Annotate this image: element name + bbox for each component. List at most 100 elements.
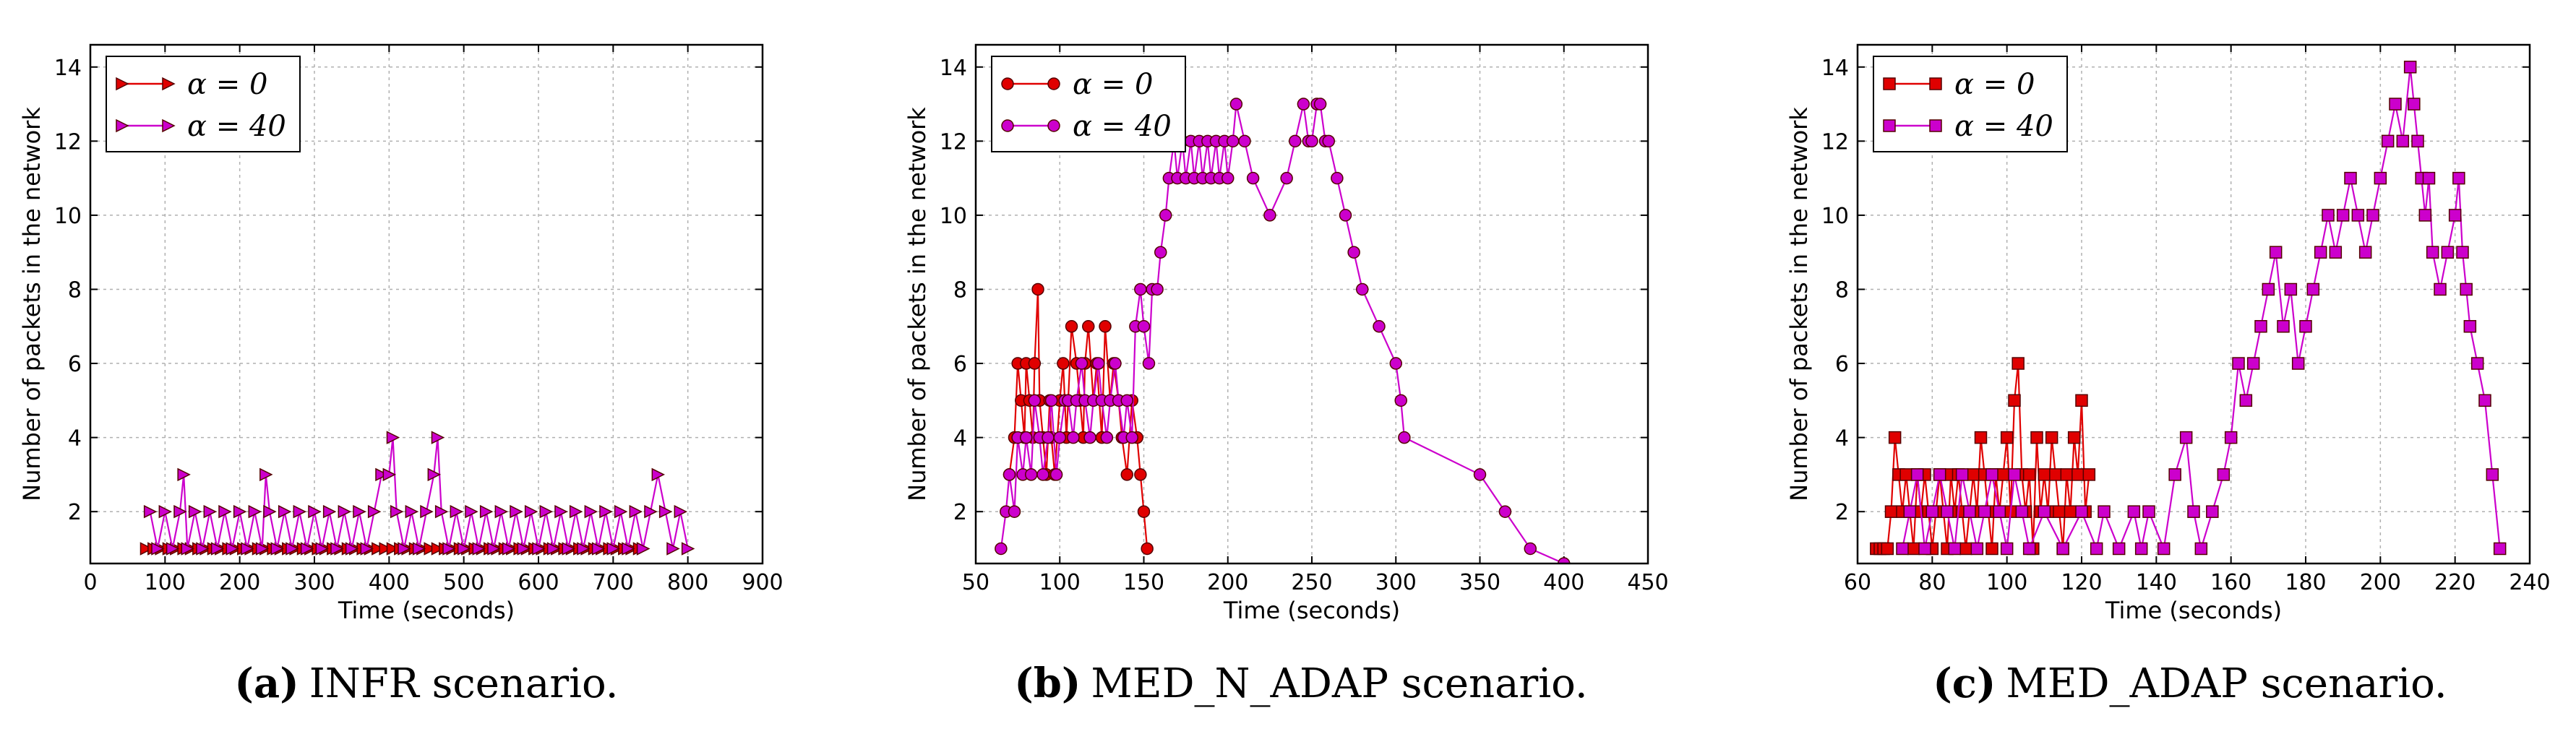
data-point-1 [1263, 209, 1276, 222]
data-point-0 [2049, 468, 2062, 481]
data-point-1 [2168, 468, 2181, 481]
x-tick-label: 160 [2210, 570, 2251, 595]
data-point-1 [218, 504, 232, 519]
data-point-0 [2045, 431, 2058, 444]
data-point-1 [606, 542, 621, 556]
y-tick-label: 2 [953, 500, 967, 525]
x-tick-label: 120 [2061, 570, 2102, 595]
y-tick-label: 12 [54, 129, 82, 155]
series-group [139, 431, 695, 556]
data-point-1 [158, 504, 173, 519]
data-point-1 [636, 542, 651, 556]
data-point-1 [1993, 505, 2006, 518]
data-point-1 [1297, 98, 1310, 111]
data-point-1 [1280, 171, 1293, 185]
legend-label-1: α = 40 [1073, 110, 1172, 143]
legend-marker-0 [116, 77, 129, 91]
legend-marker-1 [1001, 119, 1014, 132]
panel-caption: (c) MED_ADAP scenario. [1933, 660, 2447, 707]
series-line-0 [1008, 289, 1149, 549]
data-point-1 [2306, 282, 2320, 296]
data-point-0 [431, 542, 445, 556]
data-point-1 [315, 542, 330, 556]
data-point-1 [1910, 468, 1924, 481]
data-point-1 [2277, 320, 2290, 333]
data-point-1 [2022, 542, 2036, 556]
data-point-1 [1331, 171, 1344, 185]
data-point-1 [2299, 320, 2312, 333]
data-point-1 [263, 504, 277, 519]
data-point-1 [1246, 171, 1260, 185]
data-point-1 [300, 542, 314, 556]
data-point-1 [2000, 542, 2014, 556]
data-point-1 [1941, 505, 1954, 518]
data-point-1 [367, 504, 382, 519]
data-point-1 [2460, 282, 2473, 296]
data-point-1 [338, 504, 352, 519]
data-point-1 [2224, 431, 2238, 444]
x-tick-label: 300 [1375, 570, 1417, 595]
data-point-1 [1024, 468, 1038, 481]
y-axis-label: Number of packets in the network [903, 107, 931, 501]
legend-box [106, 56, 301, 152]
data-point-1 [442, 542, 456, 556]
legend-marker-1 [1883, 119, 1896, 132]
data-point-1 [2463, 320, 2477, 333]
data-point-1 [1524, 542, 1537, 556]
data-point-1 [539, 504, 554, 519]
data-point-0 [2000, 431, 2014, 444]
data-point-1 [1339, 209, 1352, 222]
data-point-1 [2127, 505, 2141, 518]
data-point-1 [1289, 134, 1302, 148]
x-tick-label: 450 [1627, 570, 1668, 595]
data-point-1 [382, 467, 397, 482]
x-tick-label: 400 [369, 570, 410, 595]
data-point-1 [562, 542, 576, 556]
data-point-1 [293, 504, 307, 519]
x-axis-label: Time (seconds) [1223, 597, 1400, 624]
data-point-1 [431, 431, 445, 444]
data-point-1 [546, 542, 561, 556]
data-point-0 [1031, 282, 1044, 296]
data-point-1 [2038, 505, 2051, 518]
data-point-1 [210, 542, 225, 556]
data-point-1 [1142, 357, 1156, 370]
legend-label-1: α = 40 [187, 110, 286, 143]
data-point-1 [569, 504, 583, 519]
data-point-1 [330, 542, 344, 556]
data-point-0 [2060, 468, 2074, 481]
series-line-1 [1901, 66, 2501, 552]
data-point-0 [386, 542, 400, 556]
legend-label-1: α = 40 [1954, 110, 2053, 143]
data-point-1 [614, 504, 628, 519]
data-point-0 [1057, 357, 1070, 370]
data-point-1 [2358, 246, 2372, 259]
y-tick-label: 10 [1821, 204, 1849, 229]
data-point-0 [2067, 431, 2081, 444]
caption-letter: (b) [1014, 660, 1081, 707]
data-point-1 [2015, 505, 2029, 518]
data-point-1 [278, 504, 292, 519]
series-line-0 [1876, 363, 2090, 550]
x-tick-label: 700 [593, 570, 634, 595]
data-point-1 [681, 542, 695, 556]
x-tick-label: 180 [2285, 570, 2326, 595]
x-tick-label: 220 [2434, 570, 2476, 595]
data-point-1 [2157, 542, 2171, 556]
data-point-1 [577, 542, 591, 556]
data-point-1 [1137, 320, 1151, 333]
data-point-1 [524, 504, 538, 519]
data-point-1 [1083, 431, 1096, 444]
data-point-0 [1967, 468, 1980, 481]
data-point-1 [375, 467, 389, 482]
data-point-0 [2082, 468, 2096, 481]
data-point-1 [1373, 320, 1386, 333]
y-tick-label: 8 [68, 277, 82, 303]
data-point-1 [2422, 171, 2436, 185]
legend-marker-1 [116, 118, 129, 133]
legend-marker-0 [1929, 77, 1942, 90]
legend-marker-0 [1883, 77, 1896, 90]
x-axis-label: Time (seconds) [338, 597, 515, 624]
y-tick-label: 8 [953, 277, 967, 303]
legend-label-0: α = 0 [187, 68, 267, 101]
